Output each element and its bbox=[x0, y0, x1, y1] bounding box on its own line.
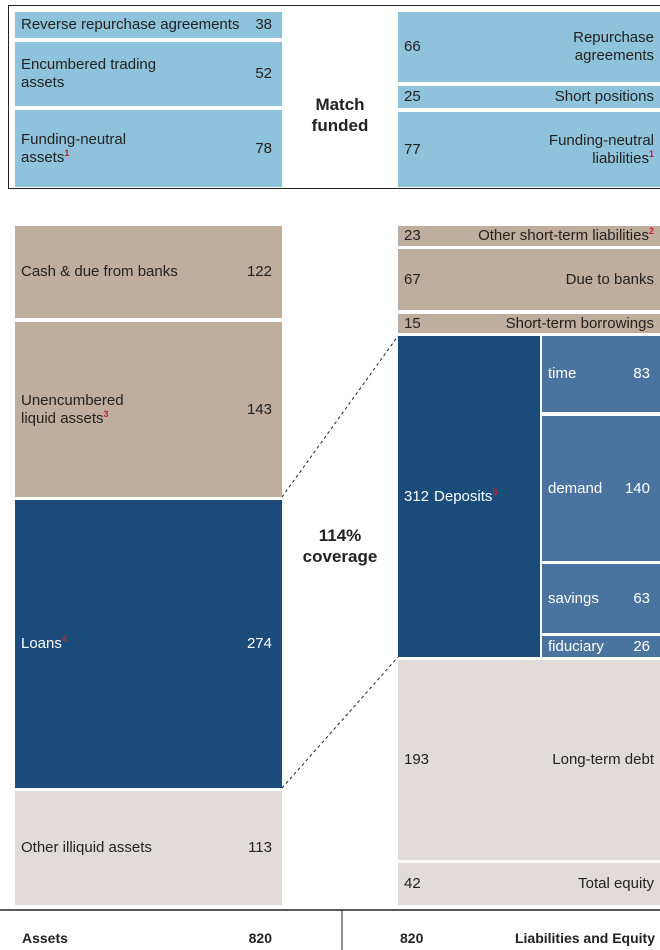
label-text: Short-term borrowings bbox=[505, 314, 654, 332]
block-value: 52 bbox=[255, 65, 272, 82]
block: 193 Long-term debt bbox=[398, 660, 660, 860]
block-label: Reverse repurchase agreements bbox=[21, 16, 239, 34]
block: 23 Other short-term liabilities2 bbox=[398, 226, 660, 246]
block: Unencumbered liquid assets3 143 bbox=[15, 322, 282, 497]
label-text: Cash & due from banks bbox=[21, 263, 178, 280]
dashed-connector bbox=[281, 335, 399, 498]
block-value: 122 bbox=[246, 263, 272, 280]
label-text: Other illiquid assets bbox=[21, 839, 152, 856]
block: time 83 bbox=[542, 336, 660, 412]
label-text: fiduciary bbox=[548, 637, 604, 655]
label-text: Repurchase agreements bbox=[573, 29, 654, 64]
block-label: Due to banks bbox=[566, 271, 654, 289]
block: savings 63 bbox=[542, 564, 660, 633]
block-label: Other illiquid assets bbox=[21, 839, 152, 857]
block-label: Unencumbered liquid assets3 bbox=[21, 392, 151, 428]
block-label: Deposits5 bbox=[434, 486, 498, 506]
block: Other illiquid assets 113 bbox=[15, 791, 282, 905]
block: Encumbered trading assets 52 bbox=[15, 42, 282, 106]
block: 77 Funding-neutral liabilities1 bbox=[398, 112, 660, 187]
block-value: 193 bbox=[404, 751, 430, 768]
block-value: 67 bbox=[404, 270, 421, 288]
block-label: Encumbered trading assets bbox=[21, 56, 171, 92]
liabilities-label: Liabilities and Equity bbox=[514, 930, 655, 946]
block-label: Short positions bbox=[555, 88, 654, 106]
block-value: 25 bbox=[404, 88, 421, 105]
block: fiduciary 26 bbox=[542, 636, 660, 657]
footnote-marker: 5 bbox=[492, 486, 498, 497]
dashed-connector bbox=[281, 656, 399, 789]
label-text: Long-term debt bbox=[552, 751, 654, 768]
footnote-marker: 3 bbox=[103, 408, 109, 419]
liabilities-total: 820 bbox=[400, 930, 424, 946]
block-label: Total equity bbox=[578, 875, 654, 893]
block-label: savings bbox=[548, 590, 599, 608]
label-text: Funding-neutral assets bbox=[21, 130, 127, 166]
block-value: 113 bbox=[248, 839, 272, 856]
block-value: 83 bbox=[633, 365, 650, 382]
label-text: Deposits bbox=[434, 487, 493, 505]
label-text: Due to banks bbox=[565, 270, 654, 288]
label-text: time bbox=[548, 365, 577, 382]
block: Cash & due from banks 122 bbox=[15, 226, 282, 318]
block: Loans4 274 bbox=[15, 500, 282, 788]
block-value: 42 bbox=[404, 875, 421, 892]
block-value: 63 bbox=[633, 589, 650, 607]
block: Funding-neutral assets1 78 bbox=[15, 110, 282, 187]
footnote-marker: 4 bbox=[61, 634, 67, 644]
match-funded-frame bbox=[8, 5, 660, 189]
label-text: Total equity bbox=[578, 875, 654, 892]
block: 66 Repurchase agreements bbox=[398, 12, 660, 82]
block-label: Other short-term liabilities2 bbox=[478, 227, 654, 245]
block-value: 274 bbox=[246, 635, 272, 652]
block-value: 78 bbox=[255, 139, 272, 157]
block: demand 140 bbox=[542, 416, 660, 561]
label-text: Funding-neutral liabilities bbox=[548, 131, 654, 167]
block-value: 66 bbox=[404, 38, 421, 55]
label-text: savings bbox=[548, 589, 599, 607]
block-value: 26 bbox=[633, 637, 650, 655]
block-label: time bbox=[548, 365, 576, 383]
block-label: Loans4 bbox=[21, 635, 67, 653]
match-funded-label: Match funded bbox=[311, 95, 369, 135]
label-text: Encumbered trading assets bbox=[21, 56, 157, 91]
block-value: 143 bbox=[246, 400, 272, 418]
block-label: Short-term borrowings bbox=[506, 315, 654, 333]
label-text: Short positions bbox=[554, 88, 654, 105]
block-value: 38 bbox=[255, 16, 272, 33]
block-value: 77 bbox=[404, 140, 421, 158]
label-text: Loans bbox=[21, 635, 62, 652]
block: 25 Short positions bbox=[398, 86, 660, 108]
label-text: Unencumbered liquid assets bbox=[21, 391, 124, 427]
block-label: fiduciary bbox=[548, 638, 604, 656]
footnote-marker: 1 bbox=[64, 147, 70, 158]
label-text: Reverse repurchase agreements bbox=[21, 16, 240, 33]
footnote-marker: 1 bbox=[648, 148, 654, 159]
block-value: 15 bbox=[404, 314, 421, 332]
block-label: Cash & due from banks bbox=[21, 263, 178, 281]
block-value: 140 bbox=[624, 479, 650, 497]
block: 67 Due to banks bbox=[398, 249, 660, 310]
block-label: demand bbox=[548, 480, 602, 498]
assets-label: Assets bbox=[22, 930, 68, 946]
deposits-block: 312 Deposits5 bbox=[398, 336, 540, 657]
deposits-value: 312 bbox=[404, 487, 430, 505]
block: Reverse repurchase agreements 38 bbox=[15, 12, 282, 38]
block-label: Funding-neutral liabilities1 bbox=[529, 132, 654, 168]
block-value: 23 bbox=[404, 227, 421, 244]
block: 42 Total equity bbox=[398, 863, 660, 905]
label-text: demand bbox=[548, 479, 603, 497]
footnote-marker: 2 bbox=[648, 226, 654, 236]
label-text: Other short-term liabilities bbox=[478, 227, 649, 244]
block-label: Repurchase agreements bbox=[534, 29, 654, 65]
block-label: Funding-neutral assets1 bbox=[21, 131, 151, 167]
block: 15 Short-term borrowings bbox=[398, 314, 660, 333]
coverage-label: 114% coverage bbox=[302, 526, 378, 566]
block-label: Long-term debt bbox=[552, 751, 654, 769]
assets-total: 820 bbox=[248, 930, 272, 946]
